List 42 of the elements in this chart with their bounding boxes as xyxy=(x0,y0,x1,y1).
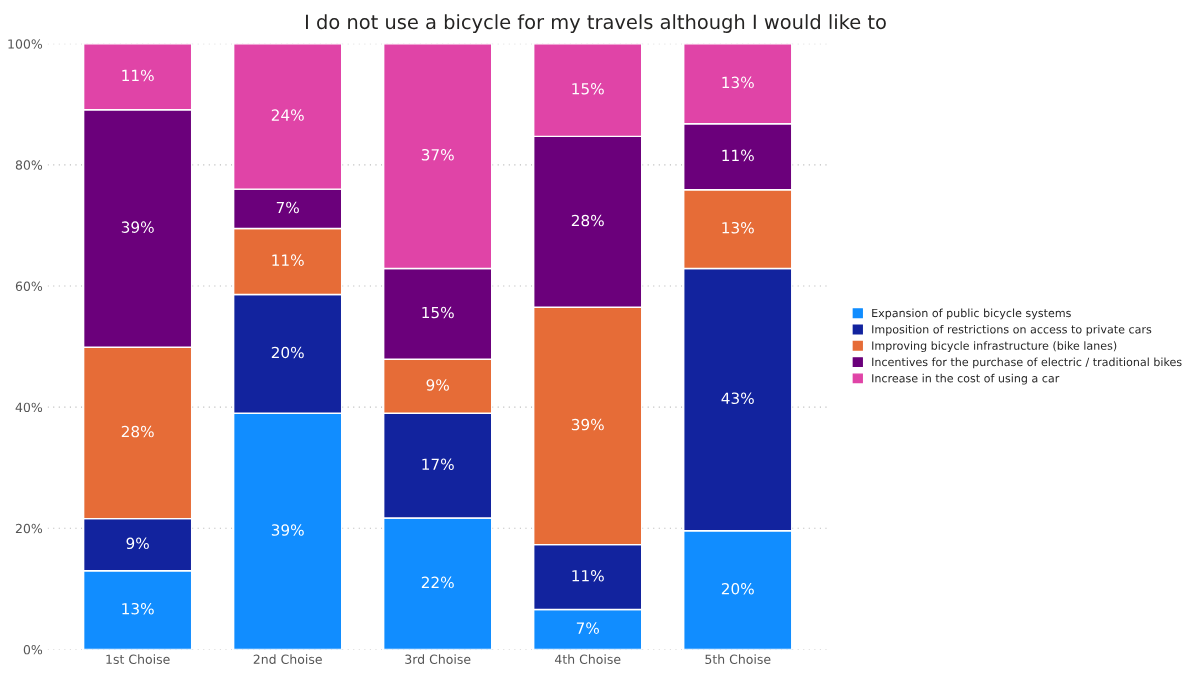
y-tick-label: 0% xyxy=(23,644,43,655)
y-tick-label: 100% xyxy=(8,39,43,49)
x-tick-label: 2nd Choise xyxy=(253,654,322,664)
data-label: 15% xyxy=(422,306,454,319)
data-label: 9% xyxy=(426,379,449,391)
data-label: 22% xyxy=(421,576,454,589)
data-label: 7% xyxy=(276,201,299,214)
legend-label: Increase in the cost of using a car xyxy=(872,373,1060,385)
legend-label: Incentives for the purchase of electric / traditional bikes xyxy=(872,357,1182,369)
data-label: 13% xyxy=(722,76,754,89)
y-tick-label: 40% xyxy=(15,402,43,413)
data-label: 11% xyxy=(272,254,304,266)
data-label: 39% xyxy=(571,418,604,431)
data-label: 13% xyxy=(122,602,154,615)
data-label: 43% xyxy=(721,392,754,405)
data-label: 20% xyxy=(721,582,754,595)
x-tick-label: 4th Choise xyxy=(554,654,621,664)
legend-label: Improving bicycle infrastructure (bike lanes) xyxy=(872,341,1117,352)
x-tick-label: 5th Choise xyxy=(705,654,771,664)
x-tick-label: 3rd Choise xyxy=(405,654,471,664)
chart-title: I do not use a bicycle for my travels although I would like to xyxy=(306,14,886,33)
data-label: 20% xyxy=(271,346,304,359)
legend-label: Expansion of public bicycle systems xyxy=(872,308,1071,320)
data-label: 37% xyxy=(421,148,454,161)
data-label: 28% xyxy=(121,425,154,438)
data-label: 11% xyxy=(722,149,754,162)
x-tick-label: 1st Choise xyxy=(106,654,170,664)
y-tick-label: 20% xyxy=(15,523,43,534)
data-label: 17% xyxy=(422,458,454,471)
data-label: 13% xyxy=(722,221,754,234)
data-label: 15% xyxy=(572,82,604,95)
legend-label: Imposition of restrictions on access to private cars xyxy=(872,324,1152,336)
y-tick-label: 80% xyxy=(15,160,43,170)
data-label: 7% xyxy=(576,622,599,634)
data-label: 28% xyxy=(571,214,604,227)
data-label: 24% xyxy=(271,109,304,121)
data-label: 39% xyxy=(271,524,304,536)
y-tick-label: 60% xyxy=(15,281,43,291)
data-label: 11% xyxy=(572,569,604,582)
data-label: 39% xyxy=(121,221,154,233)
data-label: 9% xyxy=(126,537,149,550)
data-label: 11% xyxy=(122,69,154,82)
